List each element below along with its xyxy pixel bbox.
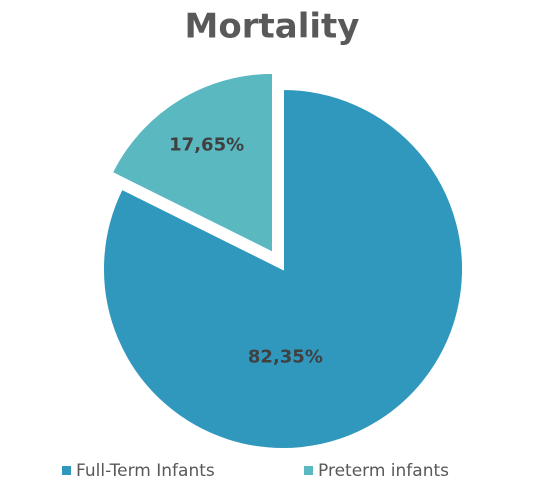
- pie-slice: [102, 87, 464, 450]
- legend-swatch: [62, 466, 71, 475]
- legend-label: Full-Term Infants: [76, 461, 215, 481]
- chart-title: Mortality: [185, 7, 360, 47]
- pie-slice: [110, 71, 274, 255]
- data-label: 82,35%: [248, 347, 323, 368]
- legend-label: Preterm infants: [318, 461, 449, 481]
- data-label: 17,65%: [169, 135, 244, 156]
- legend-swatch: [304, 466, 313, 475]
